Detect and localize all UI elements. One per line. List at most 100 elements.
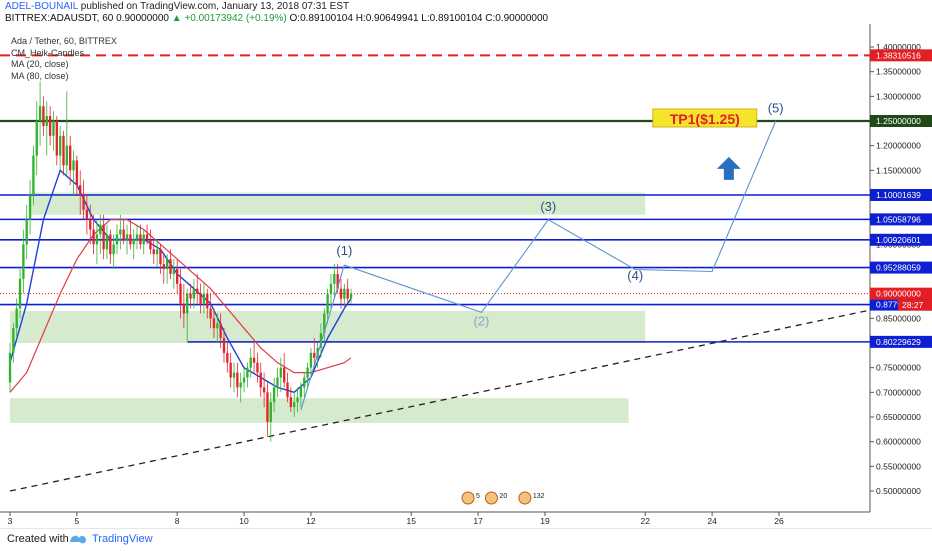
candle-body (179, 283, 182, 304)
candle-body (313, 352, 316, 358)
candle-body (189, 293, 192, 299)
author-link[interactable]: ADEL-BOUNAIL (5, 1, 78, 12)
candle-body (72, 160, 75, 171)
candle-body (323, 313, 326, 334)
candle-body (329, 283, 333, 294)
candle-body (176, 269, 179, 284)
wave-label-1: (1) (336, 243, 352, 258)
candle-body (162, 264, 165, 269)
candle-body (79, 185, 82, 195)
candle-body (125, 234, 129, 240)
y-tick-label: 1.30000000 (876, 91, 921, 101)
ascending-trendline (9, 305, 890, 492)
price-level-badge (870, 115, 932, 127)
price-level-badge-text: 0.95288059 (876, 263, 921, 273)
candle-body (165, 259, 169, 269)
candles-group (8, 81, 353, 442)
y-tick-label: 0.55000000 (876, 461, 921, 471)
candle-body (259, 372, 262, 388)
candle-body (28, 195, 32, 220)
candle-body (192, 288, 196, 299)
candle-body (336, 273, 339, 289)
candle-body (279, 367, 282, 378)
open-price: 0.90000000 (116, 13, 169, 24)
elliott-wave-path (300, 120, 777, 411)
countdown-text: 28:27 (902, 300, 924, 310)
candle-body (256, 362, 259, 373)
price-level-badge-text: 1.10001639 (876, 190, 921, 200)
y-tick-label: 1.20000000 (876, 141, 921, 151)
candle-body (269, 402, 272, 422)
candle-body (142, 234, 145, 245)
support-zone-3 (10, 398, 629, 423)
candle-body (216, 323, 219, 329)
candle-body (155, 249, 159, 255)
candle-body (55, 121, 58, 156)
candle-body (266, 392, 269, 422)
candle-body (95, 234, 99, 245)
tradingview-logo-icon[interactable] (68, 532, 88, 546)
candle-body (45, 116, 48, 126)
candle-body (169, 259, 172, 274)
candle-body (202, 293, 206, 304)
volume-badge-icon (518, 491, 532, 505)
publish-text: published on TradingView.com, January 13… (80, 1, 350, 12)
candle-body (99, 224, 102, 235)
candle-body (239, 382, 242, 388)
candle-body (65, 145, 69, 166)
publish-info: ADEL-BOUNAIL published on TradingView.co… (5, 1, 349, 13)
candle-body (319, 333, 323, 348)
candle-body (119, 229, 122, 235)
candle-body (12, 328, 15, 353)
candle-body (326, 293, 329, 314)
legend-indicator-ma20: MA (20, close) (11, 59, 69, 69)
candle-body (199, 293, 202, 304)
candle-body (226, 352, 229, 363)
candle-body (42, 106, 45, 126)
candle-body (333, 273, 336, 284)
price-level-badge (870, 261, 932, 274)
target-label: TP1($1.25) (670, 111, 740, 127)
candle-body (212, 318, 216, 329)
x-tick-label: 12 (306, 516, 316, 526)
candle-body (276, 377, 279, 388)
candle-body (252, 357, 256, 363)
x-tick-label: 8 (175, 516, 180, 526)
candle-body (22, 244, 25, 279)
volume-badge-icon (461, 491, 475, 505)
wave-label-2: (2) (473, 314, 489, 329)
legend-indicator-ma80: MA (80, close) (11, 70, 69, 81)
candle-body (135, 234, 139, 240)
candle-body (262, 387, 266, 393)
candle-body (272, 387, 276, 403)
price-level-badge (870, 213, 932, 226)
candle-body (172, 269, 176, 274)
candle-body (48, 116, 52, 136)
candle-body (339, 288, 343, 299)
candle-body (112, 244, 115, 255)
candle-body (246, 367, 249, 378)
candle-body (109, 234, 112, 255)
candle-body (222, 338, 226, 353)
x-tick-label: 5 (75, 516, 80, 526)
candle-body (293, 402, 296, 408)
countdown-badge (898, 299, 932, 311)
candle-body (152, 249, 155, 255)
candle-body (132, 239, 135, 245)
x-tick-label: 24 (707, 516, 717, 526)
tradingview-brand[interactable]: TradingView (92, 533, 153, 545)
candle-body (145, 234, 149, 240)
y-tick-label: 0.50000000 (876, 486, 921, 496)
price-level-badge-text: 1.38310516 (876, 50, 921, 60)
candle-body (346, 288, 349, 299)
candle-body (303, 377, 306, 388)
candle-body (149, 239, 152, 250)
volume-badge-label: 5 (476, 493, 480, 500)
target-box (652, 108, 758, 128)
candle-body (89, 219, 92, 230)
price-chart[interactable]: (1) (2) (3) (4) (5) TP1($1.25) 1.40000000 1.350… (0, 24, 932, 528)
volume-badge-icon (484, 491, 498, 505)
candle-body (75, 160, 79, 186)
y-tick-label: 0.70000000 (876, 387, 921, 397)
price-level-badge-text: 1.25000000 (876, 116, 921, 126)
